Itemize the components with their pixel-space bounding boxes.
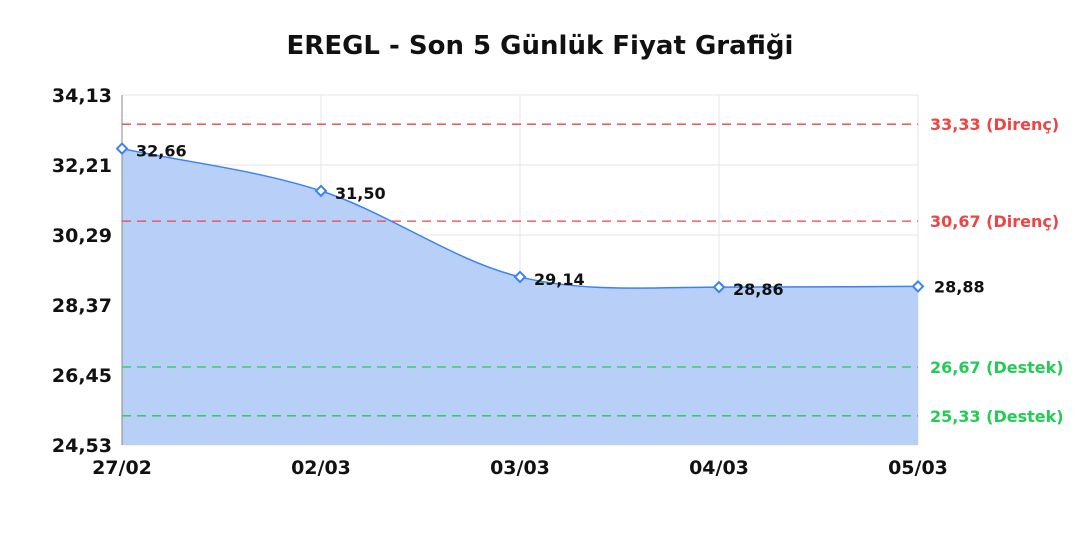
chart-title: EREGL - Son 5 Günlük Fiyat Grafiği (287, 31, 794, 61)
y-tick-label: 32,21 (52, 155, 112, 177)
data-label: 28,88 (934, 277, 985, 296)
y-tick-label: 30,29 (52, 225, 112, 247)
data-label: 31,50 (335, 184, 386, 203)
data-point (712, 280, 726, 294)
data-label: 28,86 (733, 280, 784, 299)
x-tick-label: 27/02 (92, 457, 152, 479)
y-tick-label: 24,53 (52, 435, 112, 457)
reference-line-label: 30,67 (Direnç) (930, 212, 1059, 231)
y-tick-label: 34,13 (52, 85, 112, 107)
data-label: 29,14 (534, 270, 585, 289)
data-point (115, 142, 129, 156)
x-tick-label: 04/03 (689, 457, 749, 479)
data-point (911, 279, 925, 293)
x-tick-label: 03/03 (490, 457, 550, 479)
y-tick-label: 28,37 (52, 295, 112, 317)
reference-line-label: 26,67 (Destek) (930, 358, 1064, 377)
reference-line-label: 33,33 (Direnç) (930, 115, 1059, 134)
area-fill (122, 148, 918, 445)
data-point (314, 184, 328, 198)
x-tick-label: 02/03 (291, 457, 351, 479)
data-label: 32,66 (136, 142, 187, 161)
reference-line-label: 25,33 (Destek) (930, 407, 1064, 426)
data-point (513, 270, 527, 284)
y-tick-label: 26,45 (52, 365, 112, 387)
x-tick-label: 05/03 (888, 457, 948, 479)
